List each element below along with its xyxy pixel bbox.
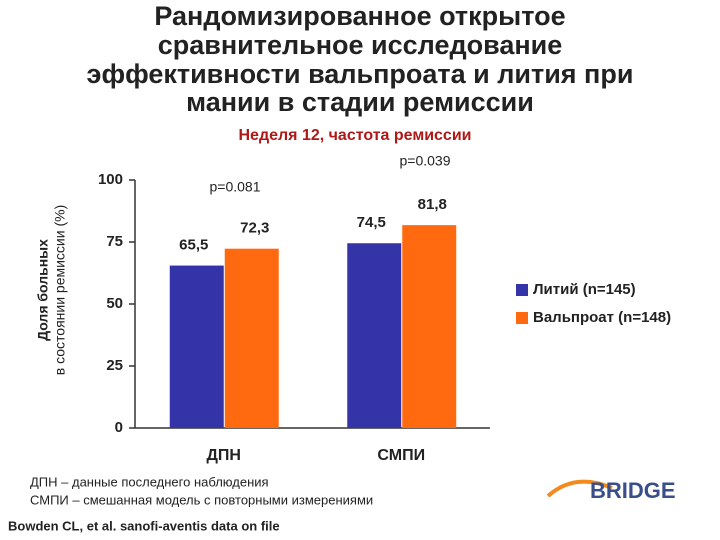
y-tick-label: 0 [115, 419, 123, 436]
value-label: 74,5 [357, 214, 386, 231]
value-label: 72,3 [240, 220, 269, 237]
y-label: Доля больных [35, 239, 51, 341]
value-label: 65,5 [179, 237, 208, 254]
p-value: p=0.081 [210, 179, 261, 195]
x-tick-label: ДПН [207, 447, 241, 464]
y-label: в состоянии ремиссии (%) [52, 205, 68, 375]
logo: BRIDGE [590, 478, 676, 503]
bar [402, 225, 457, 428]
bar [169, 265, 224, 428]
bar [224, 248, 279, 428]
p-value: p=0.039 [400, 153, 451, 169]
source: Bowden CL, et al. sanofi-aventis data on… [8, 518, 280, 533]
legend-label: Литий (n=145) [533, 281, 636, 298]
value-label: 81,8 [418, 196, 447, 213]
y-tick-label: 25 [106, 357, 123, 374]
footnote: ДПН – данные последнего наблюдения [30, 474, 269, 489]
title-line: мании в стадии ремиссии [186, 87, 534, 117]
subtitle: Неделя 12, частота ремиссии [238, 127, 471, 144]
x-tick-label: СМПИ [377, 447, 425, 464]
legend-swatch [516, 312, 528, 324]
y-tick-label: 75 [106, 233, 123, 250]
legend-label: Вальпроат (n=148) [533, 309, 671, 326]
logo-arc [546, 479, 613, 498]
legend-swatch [516, 284, 528, 296]
title-line: сравнительное исследование [158, 30, 563, 60]
y-tick-label: 50 [106, 295, 123, 312]
title-line: Рандомизированное открытое [154, 1, 565, 31]
bar [347, 243, 402, 428]
y-tick-label: 100 [98, 171, 123, 188]
title-line: эффективности вальпроата и лития при [87, 59, 634, 89]
footnote: СМПИ – смешанная модель с повторными изм… [30, 492, 373, 507]
